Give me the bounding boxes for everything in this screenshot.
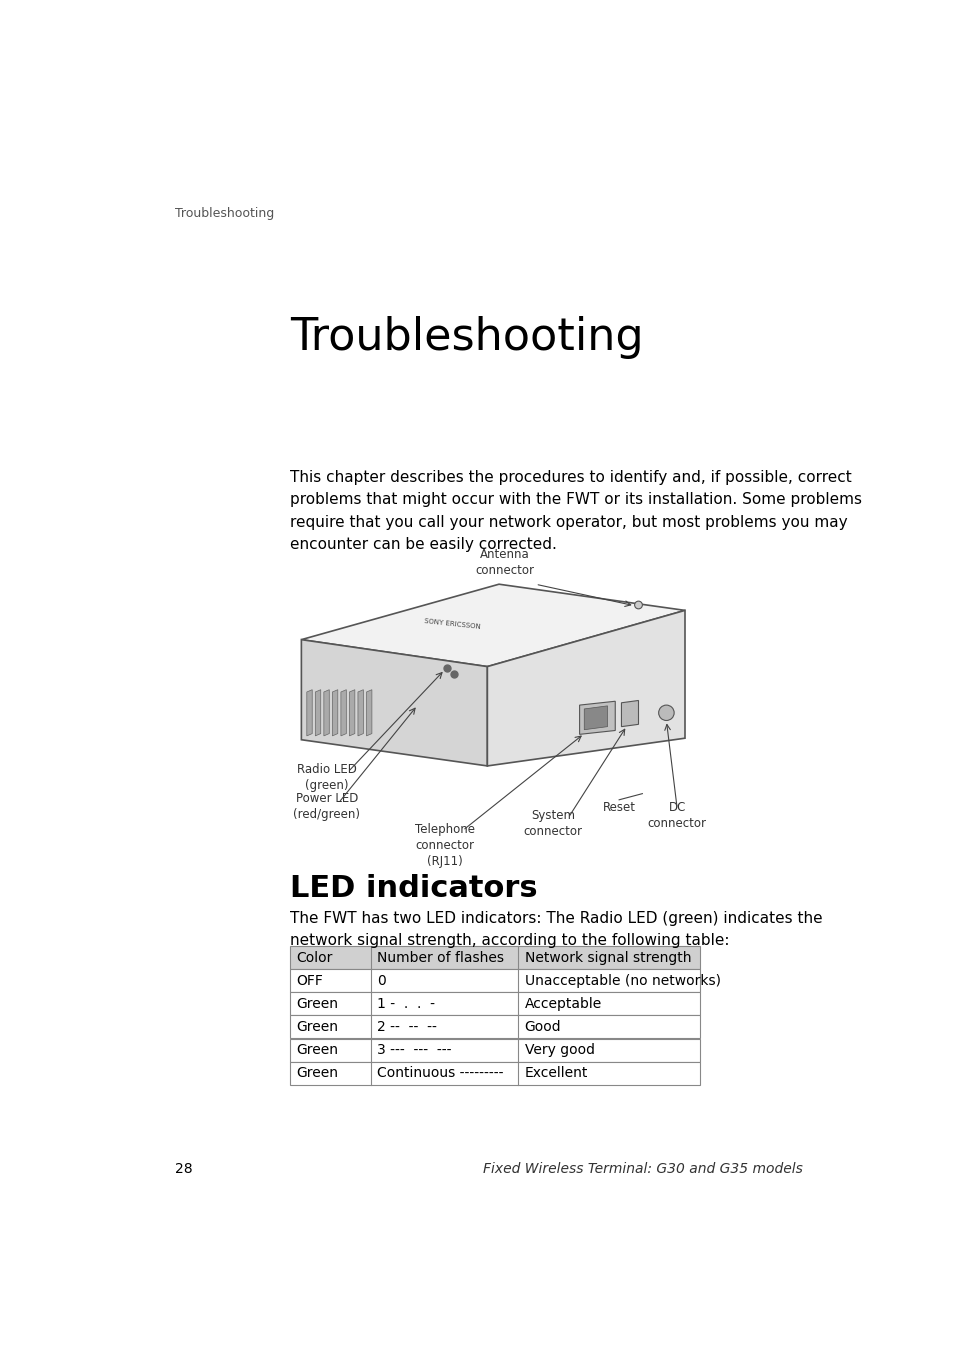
Text: Green: Green: [295, 1067, 337, 1080]
Text: Green: Green: [295, 996, 337, 1011]
Text: DC
connector: DC connector: [647, 802, 706, 830]
Polygon shape: [301, 584, 684, 667]
Text: Unacceptable (no networks): Unacceptable (no networks): [524, 973, 720, 988]
Polygon shape: [487, 610, 684, 767]
Text: Excellent: Excellent: [524, 1067, 587, 1080]
Text: Very good: Very good: [524, 1042, 594, 1057]
Text: Number of flashes: Number of flashes: [377, 950, 504, 964]
Bar: [290, 992, 700, 1015]
Text: Network signal strength: Network signal strength: [524, 950, 690, 964]
Text: This chapter describes the procedures to identify and, if possible, correct
prob: This chapter describes the procedures to…: [290, 470, 861, 552]
Text: OFF: OFF: [295, 973, 322, 988]
Text: Telephone
connector
(RJ11): Telephone connector (RJ11): [415, 823, 475, 868]
Polygon shape: [332, 690, 337, 735]
Bar: [290, 946, 700, 969]
Polygon shape: [307, 690, 312, 735]
Text: Green: Green: [295, 1042, 337, 1057]
Polygon shape: [579, 702, 615, 734]
Text: SONY ERICSSON: SONY ERICSSON: [423, 618, 480, 630]
Text: Fixed Wireless Terminal: G30 and G35 models: Fixed Wireless Terminal: G30 and G35 mod…: [482, 1163, 802, 1176]
Text: Green: Green: [295, 1019, 337, 1034]
Text: Color: Color: [295, 950, 332, 964]
Text: 3 ---  ---  ---: 3 --- --- ---: [377, 1042, 452, 1057]
Text: Good: Good: [524, 1019, 560, 1034]
Bar: [290, 1015, 700, 1038]
Circle shape: [658, 706, 674, 721]
Text: 0: 0: [377, 973, 386, 988]
Polygon shape: [366, 690, 372, 735]
Text: LED indicators: LED indicators: [290, 875, 537, 903]
Polygon shape: [323, 690, 329, 735]
Text: Acceptable: Acceptable: [524, 996, 601, 1011]
Text: Power LED
(red/green): Power LED (red/green): [294, 792, 360, 821]
Polygon shape: [583, 706, 607, 730]
Bar: [290, 1061, 700, 1084]
Polygon shape: [315, 690, 320, 735]
Circle shape: [634, 602, 641, 608]
Text: 28: 28: [174, 1163, 193, 1176]
Polygon shape: [620, 700, 638, 726]
Text: Reset: Reset: [602, 802, 635, 814]
Text: The FWT has two LED indicators: The Radio LED (green) indicates the
network sign: The FWT has two LED indicators: The Radi…: [290, 911, 821, 948]
Text: 1 -  .  .  -: 1 - . . -: [377, 996, 435, 1011]
Polygon shape: [301, 639, 487, 767]
Text: Troubleshooting: Troubleshooting: [290, 316, 642, 360]
Text: System
connector: System connector: [523, 808, 582, 838]
Bar: [290, 1038, 700, 1061]
Text: Antenna
connector: Antenna connector: [476, 548, 534, 576]
Text: Radio LED
(green): Radio LED (green): [296, 763, 356, 792]
Polygon shape: [357, 690, 363, 735]
Text: Continuous ---------: Continuous ---------: [377, 1067, 503, 1080]
Bar: [290, 969, 700, 992]
Text: 2 --  --  --: 2 -- -- --: [377, 1019, 436, 1034]
Text: Troubleshooting: Troubleshooting: [174, 207, 274, 220]
Polygon shape: [340, 690, 346, 735]
Polygon shape: [349, 690, 355, 735]
